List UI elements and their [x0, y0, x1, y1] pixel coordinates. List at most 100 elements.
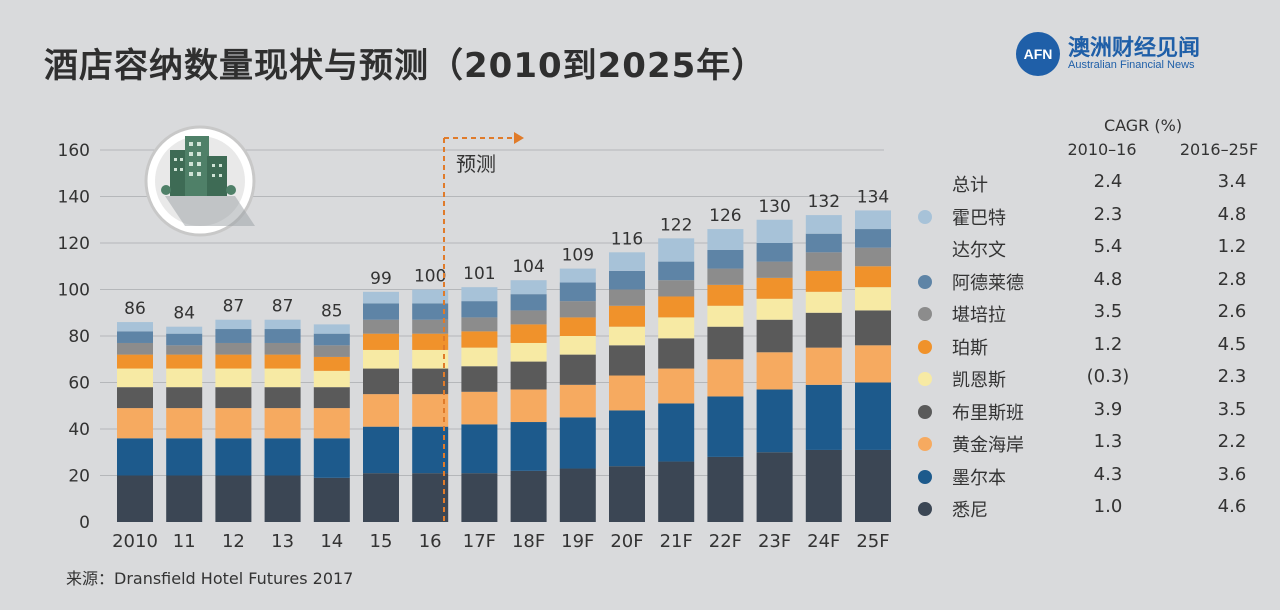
cagr-col1-header: 2010–16	[1067, 140, 1137, 159]
bar-segment-1	[461, 424, 498, 474]
bar-segment-5	[215, 354, 252, 369]
cagr-2010-16: 3.9	[1093, 398, 1123, 420]
cagr-2016-25f: 3.5	[1217, 398, 1247, 420]
legend-label: 珀斯	[952, 337, 988, 359]
cagr-2016-25f: 3.4	[1217, 171, 1247, 192]
bar-segment-4	[412, 349, 449, 369]
legend-swatch	[918, 307, 932, 321]
bar-segment-2	[363, 394, 399, 427]
legend-label: 阿德莱德	[952, 272, 1024, 294]
x-axis-ticks: 2010 11 12 13 14 15 16 17F 18F 19F 20F 21F 22F 23F 24F…	[112, 531, 890, 552]
bar-segment-0	[559, 468, 596, 522]
afn-logo-en: Australian Financial News	[1068, 59, 1195, 71]
legend-label: 布里斯班	[952, 402, 1024, 424]
bar-segment-4	[658, 317, 695, 339]
legend-label: 墨尔本	[952, 467, 1006, 489]
forecast-arrow-head	[514, 132, 524, 144]
bar-segment-3	[658, 338, 695, 369]
bar-segment-8	[756, 219, 793, 243]
bar-segment-6	[363, 319, 399, 334]
bar-segment-2	[461, 391, 498, 425]
x-tick-label: 13	[271, 531, 294, 552]
bar-segment-2	[855, 345, 891, 383]
bar-segment-4	[609, 326, 645, 346]
cagr-2010-16: 2.3	[1093, 203, 1123, 225]
x-tick-label: 12	[222, 531, 245, 552]
bar-segment-5	[510, 324, 547, 343]
cagr-2010-16: 4.3	[1093, 463, 1123, 485]
legend-swatch	[918, 274, 932, 289]
bar-segment-3	[707, 326, 744, 360]
bar-segment-3	[412, 368, 449, 395]
bar-segment-3	[559, 354, 596, 385]
bar-segment-6	[609, 289, 645, 306]
bar-segment-6	[313, 345, 350, 357]
bar-segment-8	[363, 291, 399, 304]
bar-segment-3	[756, 319, 793, 353]
cagr-2010-16: 5.4	[1093, 236, 1123, 257]
cagr-2010-16: (0.3)	[1086, 366, 1130, 387]
cagr-2010-16: 1.0	[1093, 496, 1123, 517]
total-label: 130	[758, 197, 790, 217]
total-label: 122	[660, 215, 692, 235]
bar-segment-6	[658, 280, 695, 297]
bar-segment-5	[756, 277, 793, 299]
x-tick-label: 18F	[512, 531, 545, 552]
bar-segment-8	[215, 319, 252, 330]
bar-segment-1	[264, 438, 301, 476]
bar-segment-3	[855, 310, 891, 346]
bar-segment-7	[510, 294, 547, 311]
bar-segment-8	[117, 322, 153, 332]
bar-segment-7	[658, 261, 695, 281]
bar-segment-5	[658, 296, 695, 318]
y-axis-ticks: 0 20 40 60 80 100 120 140 160	[58, 141, 90, 533]
bar-segment-5	[461, 331, 498, 348]
cagr-2016-25f: 4.5	[1217, 333, 1247, 355]
bar-segment-6	[264, 342, 301, 355]
legend-label: 总计	[952, 175, 988, 196]
bar-segment-1	[855, 382, 891, 450]
bar-segment-2	[805, 347, 842, 385]
bar-segment-5	[363, 333, 399, 350]
bar-segment-6	[805, 252, 842, 271]
cagr-2016-25f: 2.2	[1217, 431, 1247, 452]
bar-segment-1	[658, 403, 695, 462]
bar-segment-0	[117, 475, 153, 522]
x-tick-label: 24F	[807, 531, 840, 552]
afn-logo-badge: AFN	[1016, 32, 1060, 76]
total-label: 85	[321, 301, 343, 321]
bar-segment-0	[855, 449, 891, 522]
x-tick-label: 22F	[709, 531, 742, 552]
total-label: 101	[463, 264, 495, 284]
cagr-2010-16: 3.5	[1093, 301, 1123, 322]
bar-segment-6	[166, 345, 203, 355]
bar-segment-3	[313, 387, 350, 409]
bar-segment-2	[756, 352, 793, 390]
y-tick-label: 60	[68, 374, 90, 394]
bar-segment-6	[559, 301, 596, 318]
bar-segment-4	[756, 298, 793, 320]
bar-segment-1	[412, 426, 449, 474]
bar-segment-4	[855, 287, 891, 311]
bar-segment-5	[313, 356, 350, 371]
bar-segment-4	[117, 368, 153, 388]
bar-segment-2	[559, 384, 596, 418]
bar-segment-2	[609, 375, 645, 411]
legend-swatch	[918, 437, 932, 451]
bar-segment-7	[363, 303, 399, 320]
cagr-2016-25f: 2.8	[1217, 268, 1247, 290]
bar-segment-3	[264, 387, 301, 409]
bar-segment-1	[510, 422, 547, 471]
bar-segment-4	[166, 368, 203, 388]
x-tick-label: 11	[173, 531, 196, 552]
bar-segment-4	[363, 349, 399, 369]
bar-segment-8	[166, 326, 203, 334]
legend-label: 凯恩斯	[952, 370, 1006, 391]
bar-segment-5	[117, 354, 153, 369]
y-tick-label: 20	[68, 467, 90, 487]
total-label: 87	[272, 297, 294, 317]
bar-segment-7	[412, 303, 449, 320]
bar-segment-3	[461, 366, 498, 392]
bar-segment-4	[264, 368, 301, 388]
